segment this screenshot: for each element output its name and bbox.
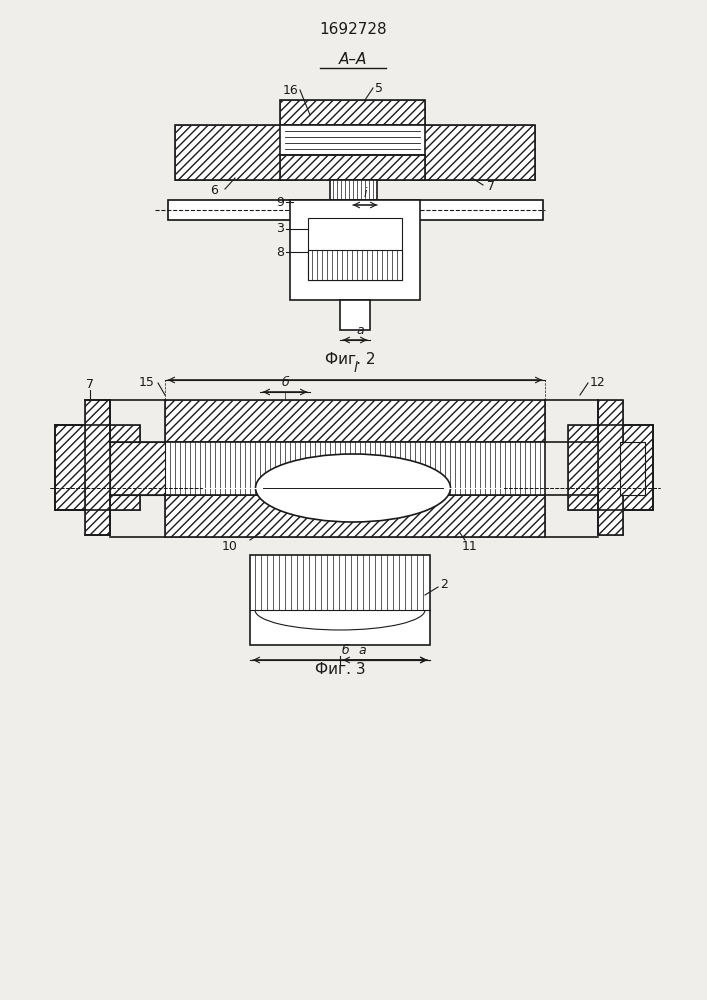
Bar: [598, 400, 623, 535]
Bar: [280, 100, 425, 125]
Bar: [620, 442, 645, 495]
Bar: [280, 100, 425, 125]
Bar: [110, 442, 165, 495]
Bar: [165, 400, 545, 442]
Text: 11: 11: [462, 540, 478, 553]
Bar: [175, 125, 295, 180]
Text: 6: 6: [210, 184, 218, 196]
Text: a: a: [358, 644, 366, 657]
Text: 7: 7: [487, 180, 495, 192]
Bar: [85, 400, 110, 535]
Text: 15: 15: [139, 376, 155, 389]
Text: i: i: [363, 187, 367, 200]
Text: 8: 8: [276, 245, 284, 258]
Text: 1692728: 1692728: [319, 22, 387, 37]
Text: Фиг. 3: Фиг. 3: [315, 662, 366, 678]
Bar: [308, 250, 402, 280]
Text: 12: 12: [590, 376, 606, 389]
Text: Фиг. 2: Фиг. 2: [325, 353, 375, 367]
Text: 7: 7: [86, 378, 94, 391]
Bar: [620, 442, 645, 495]
Bar: [168, 200, 543, 220]
Bar: [280, 155, 425, 180]
Text: б: б: [342, 644, 350, 657]
Text: б: б: [281, 376, 289, 389]
Bar: [340, 300, 370, 330]
Text: l: l: [353, 361, 357, 375]
Text: 5: 5: [375, 82, 383, 95]
Text: a: a: [356, 324, 364, 337]
Bar: [165, 495, 545, 537]
Bar: [110, 442, 165, 495]
Bar: [175, 125, 295, 180]
Text: 10: 10: [222, 540, 238, 553]
Text: 2: 2: [440, 578, 448, 591]
Bar: [165, 442, 545, 495]
Bar: [568, 425, 653, 510]
Bar: [280, 155, 425, 180]
Bar: [330, 180, 377, 200]
Bar: [415, 125, 535, 180]
Bar: [415, 125, 535, 180]
Text: A–A: A–A: [339, 52, 367, 68]
Bar: [55, 425, 140, 510]
Bar: [250, 555, 430, 645]
Ellipse shape: [255, 454, 450, 522]
Bar: [165, 400, 545, 442]
Bar: [280, 125, 425, 155]
Bar: [568, 425, 653, 510]
Bar: [290, 200, 420, 300]
Bar: [165, 495, 545, 537]
Text: 3: 3: [276, 223, 284, 235]
Bar: [168, 200, 543, 220]
Text: 9: 9: [276, 196, 284, 209]
Bar: [55, 425, 140, 510]
Bar: [85, 400, 110, 535]
Text: 16: 16: [282, 84, 298, 97]
Bar: [308, 218, 402, 280]
Bar: [598, 400, 623, 535]
